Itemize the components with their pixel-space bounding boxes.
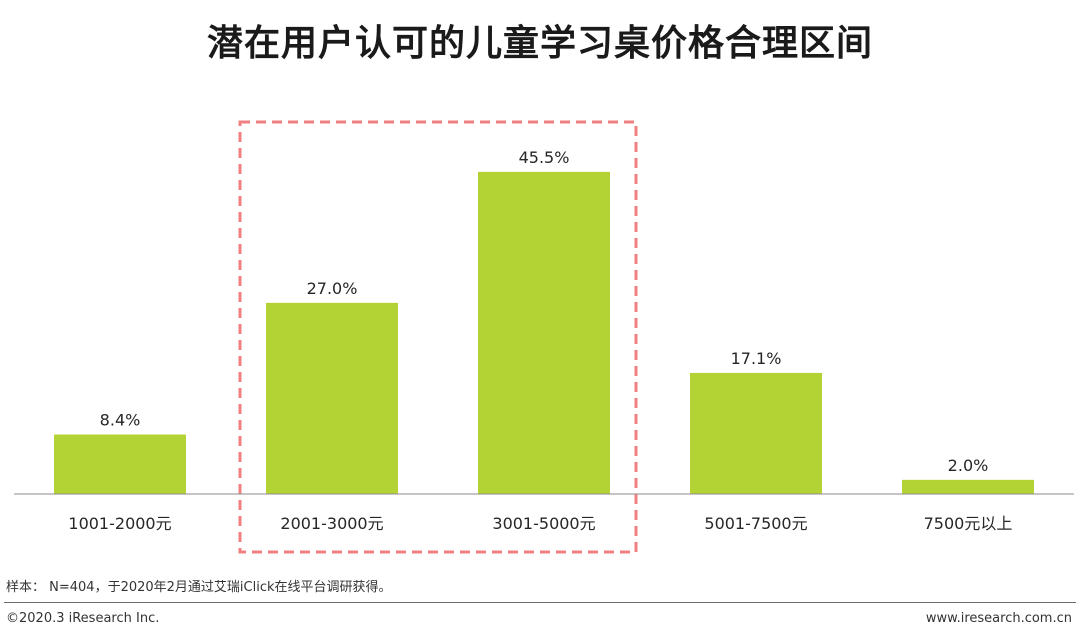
category-label-1: 1001-2000元 [68, 514, 171, 533]
bar-value-label-3: 45.5% [519, 148, 570, 167]
highlight-layer [238, 120, 638, 554]
category-label-2: 2001-3000元 [280, 514, 383, 533]
footer-divider [4, 602, 1076, 603]
category-label-5: 7500元以上 [924, 514, 1013, 533]
bar-4 [690, 372, 822, 494]
bar-value-label-1: 8.4% [100, 411, 141, 430]
bars-layer [54, 171, 1034, 495]
highlight-box [238, 120, 638, 554]
bar-2 [266, 302, 398, 494]
sample-note: 样本： N=404，于2020年2月通过艾瑞iClick在线平台调研获得。 [6, 580, 392, 595]
category-label-3: 3001-5000元 [492, 514, 595, 533]
website-text: www.iresearch.com.cn [925, 611, 1072, 626]
labels-layer: 8.4% 1001-2000元 27.0% 2001-3000元 45.5% 3001-5… [68, 148, 1012, 533]
bar-1 [54, 434, 186, 494]
bar-value-label-5: 2.0% [948, 456, 989, 475]
chart-title: 潜在用户认可的儿童学习桌价格合理区间 [206, 23, 873, 64]
bar-value-label-4: 17.1% [731, 349, 782, 368]
bar-5 [902, 479, 1034, 494]
bar-3 [478, 171, 610, 495]
category-label-4: 5001-7500元 [704, 514, 807, 533]
bar-value-label-2: 27.0% [307, 279, 358, 298]
copyright-text: ©2020.3 iResearch Inc. [6, 611, 160, 626]
